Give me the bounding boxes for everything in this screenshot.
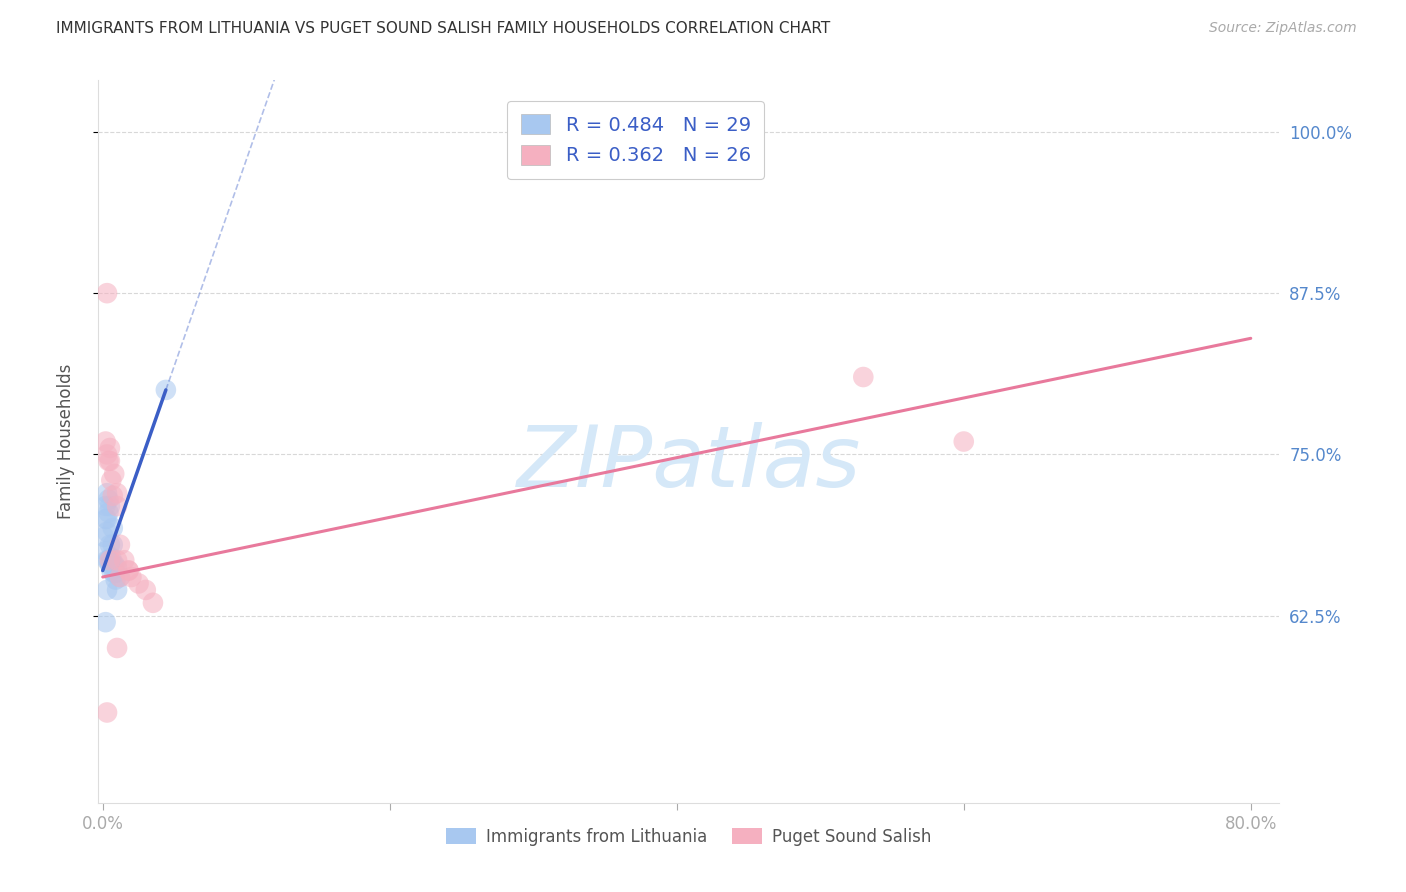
Point — [100, 564, 122, 578]
Point — [94, 434, 117, 449]
Point — [96, 553, 118, 567]
Point — [97, 506, 120, 520]
Point — [103, 566, 125, 581]
Point — [103, 467, 125, 481]
Point — [105, 561, 128, 575]
Point — [96, 582, 118, 597]
Legend: Immigrants from Lithuania, Puget Sound Salish: Immigrants from Lithuania, Puget Sound S… — [440, 821, 938, 852]
Point — [120, 570, 142, 584]
Point — [96, 512, 118, 526]
Point — [101, 521, 124, 535]
Point — [97, 553, 120, 567]
Y-axis label: Family Households: Family Households — [56, 364, 75, 519]
Point — [96, 286, 118, 301]
Point — [98, 499, 121, 513]
Point — [112, 553, 135, 567]
Text: ZIPatlas: ZIPatlas — [517, 422, 860, 505]
Point — [105, 499, 128, 513]
Point — [100, 473, 122, 487]
Point — [108, 570, 131, 584]
Point — [93, 530, 115, 544]
Point — [97, 492, 120, 507]
Point — [94, 544, 117, 558]
Point — [108, 570, 131, 584]
Point — [98, 538, 121, 552]
Point — [952, 434, 974, 449]
Point — [103, 557, 125, 571]
Point — [94, 512, 117, 526]
Point — [105, 553, 128, 567]
Point — [98, 553, 121, 567]
Text: IMMIGRANTS FROM LITHUANIA VS PUGET SOUND SALISH FAMILY HOUSEHOLDS CORRELATION CH: IMMIGRANTS FROM LITHUANIA VS PUGET SOUND… — [56, 21, 831, 36]
Point — [101, 538, 124, 552]
Point — [96, 706, 118, 720]
Point — [98, 441, 121, 455]
Point — [852, 370, 875, 384]
Point — [117, 564, 139, 578]
Point — [96, 486, 118, 500]
Point — [135, 582, 157, 597]
Point — [94, 499, 117, 513]
Text: Source: ZipAtlas.com: Source: ZipAtlas.com — [1209, 21, 1357, 35]
Point — [108, 538, 131, 552]
Point — [104, 566, 127, 581]
Point — [94, 615, 117, 630]
Point — [101, 489, 124, 503]
Point — [155, 383, 177, 397]
Point — [97, 454, 120, 468]
Point — [96, 524, 118, 539]
Point — [105, 640, 128, 655]
Point — [96, 447, 118, 461]
Point — [105, 486, 128, 500]
Point — [142, 596, 165, 610]
Point — [101, 557, 124, 571]
Point — [117, 564, 139, 578]
Point — [100, 550, 122, 565]
Point — [98, 557, 121, 571]
Point — [128, 576, 150, 591]
Point — [104, 573, 127, 587]
Point — [98, 454, 121, 468]
Point — [105, 582, 128, 597]
